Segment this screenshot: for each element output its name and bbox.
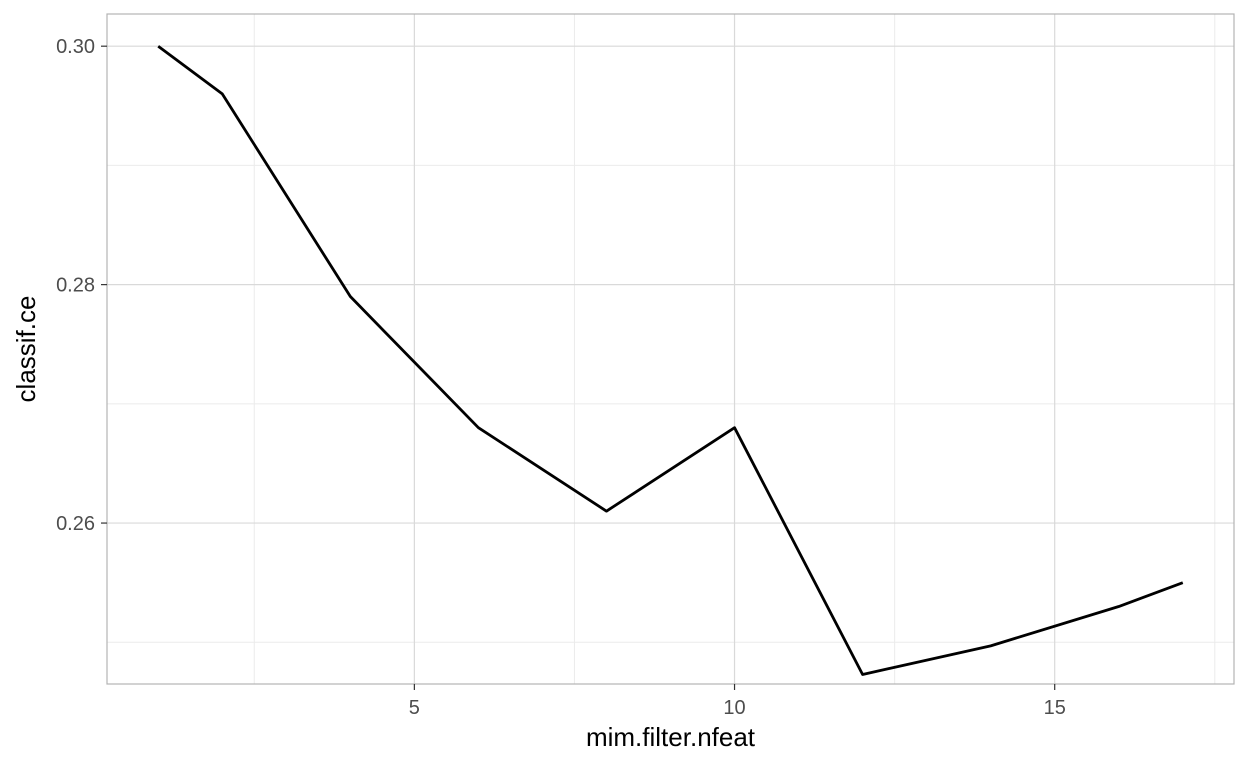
x-tick-label-1: 10 (723, 697, 745, 719)
y-axis-ticks: 0.26 0.28 0.30 (56, 36, 107, 535)
x-axis-title: mim.filter.nfeat (586, 722, 756, 752)
series-layer (157, 45, 1184, 676)
y-axis-title: classif.ce (11, 296, 41, 403)
y-tick-label-0: 0.26 (56, 513, 95, 535)
x-tick-label-2: 15 (1044, 697, 1066, 719)
major-gridlines (107, 14, 1234, 684)
x-tick-label-0: 5 (409, 697, 420, 719)
series-line-0 (157, 45, 1184, 676)
minor-gridlines (107, 14, 1234, 684)
y-tick-label-2: 0.30 (56, 36, 95, 58)
x-axis-ticks: 5 10 15 (409, 684, 1066, 719)
y-tick-label-1: 0.28 (56, 275, 95, 297)
panel-border (106, 13, 1235, 685)
